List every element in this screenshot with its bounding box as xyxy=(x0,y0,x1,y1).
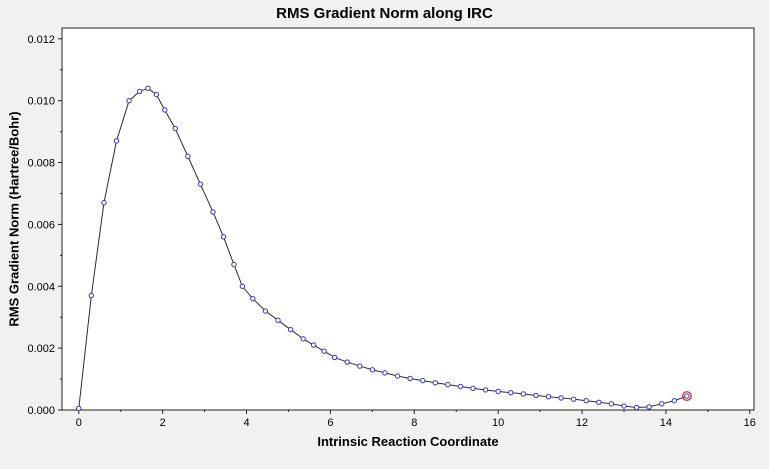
data-point-marker[interactable] xyxy=(659,401,665,407)
x-tick-label: 14 xyxy=(660,417,672,429)
y-tick-label: 0.002 xyxy=(27,343,55,355)
data-point-marker[interactable] xyxy=(432,380,438,386)
y-tick-label: 0.008 xyxy=(27,158,55,170)
data-point-marker[interactable] xyxy=(136,88,143,95)
y-tick-label: 0.010 xyxy=(27,96,55,108)
selected-point-ring xyxy=(681,391,692,402)
data-point-marker[interactable] xyxy=(113,138,120,144)
data-point-marker[interactable] xyxy=(250,295,256,302)
data-point-marker[interactable] xyxy=(287,326,294,333)
data-point-marker[interactable] xyxy=(331,354,338,361)
data-point-marker[interactable] xyxy=(508,389,514,396)
data-point-marker[interactable] xyxy=(445,381,451,388)
data-point-marker[interactable] xyxy=(262,308,269,314)
data-point-marker[interactable] xyxy=(633,404,640,411)
data-point-marker[interactable] xyxy=(369,367,376,373)
data-point-marker[interactable] xyxy=(407,375,413,382)
plot-background xyxy=(61,27,755,411)
x-tick-label: 0 xyxy=(76,417,82,429)
data-point-marker[interactable] xyxy=(275,317,281,323)
x-tick-label: 12 xyxy=(576,417,588,429)
data-point-marker[interactable] xyxy=(646,404,652,410)
data-point-marker[interactable] xyxy=(558,395,564,401)
data-point-marker[interactable] xyxy=(101,200,107,206)
data-point-marker[interactable] xyxy=(470,385,476,392)
data-point-marker[interactable] xyxy=(88,292,95,299)
x-tick-label: 2 xyxy=(160,417,166,429)
x-tick-label: 4 xyxy=(243,417,249,429)
data-point-marker[interactable] xyxy=(583,398,589,404)
data-point-marker[interactable] xyxy=(239,283,246,289)
x-axis-label: Intrinsic Reaction Coordinate xyxy=(317,434,499,449)
data-point-marker[interactable] xyxy=(162,107,168,113)
data-point-marker[interactable] xyxy=(357,363,363,369)
data-point-marker[interactable] xyxy=(671,398,678,404)
y-tick-label: 0.012 xyxy=(27,34,55,46)
data-point-marker[interactable] xyxy=(382,370,388,376)
data-point-marker[interactable] xyxy=(394,373,401,379)
data-point-marker[interactable] xyxy=(419,377,426,384)
data-point-marker[interactable] xyxy=(482,387,489,393)
data-point-marker[interactable] xyxy=(495,388,501,395)
y-tick-label: 0.004 xyxy=(27,281,55,293)
x-tick-label: 16 xyxy=(744,417,756,429)
data-point-marker[interactable] xyxy=(321,348,327,354)
data-point-marker[interactable] xyxy=(197,181,204,187)
data-point-marker[interactable] xyxy=(145,85,151,92)
x-tick-label: 10 xyxy=(492,417,504,429)
data-point-marker[interactable] xyxy=(172,125,178,132)
x-tick-label: 6 xyxy=(327,417,333,429)
data-point-marker[interactable] xyxy=(126,97,132,104)
data-point-marker[interactable] xyxy=(621,403,627,409)
series-line xyxy=(78,87,688,409)
data-point-marker[interactable] xyxy=(344,359,350,365)
data-point-marker[interactable] xyxy=(684,393,690,399)
data-point-marker[interactable] xyxy=(210,209,216,215)
data-point-marker[interactable] xyxy=(520,391,527,397)
data-point-marker[interactable] xyxy=(457,383,464,390)
data-point-marker[interactable] xyxy=(310,342,317,348)
data-point-marker[interactable] xyxy=(220,234,227,240)
chart-title: RMS Gradient Norm along IRC xyxy=(276,5,493,22)
data-point-marker[interactable] xyxy=(76,405,82,412)
data-point-marker[interactable] xyxy=(231,261,237,268)
data-point-marker[interactable] xyxy=(570,396,577,402)
x-tick-label: 8 xyxy=(411,417,417,429)
data-point-marker[interactable] xyxy=(596,399,602,405)
y-tick-label: 0.000 xyxy=(27,405,55,417)
data-point-marker[interactable] xyxy=(300,336,306,342)
data-point-marker[interactable] xyxy=(533,392,539,399)
y-tick-label: 0.006 xyxy=(27,219,55,231)
data-point-marker[interactable] xyxy=(185,153,191,160)
data-point-marker[interactable] xyxy=(545,393,552,400)
data-point-marker[interactable] xyxy=(608,401,615,407)
data-point-marker[interactable] xyxy=(153,91,160,98)
